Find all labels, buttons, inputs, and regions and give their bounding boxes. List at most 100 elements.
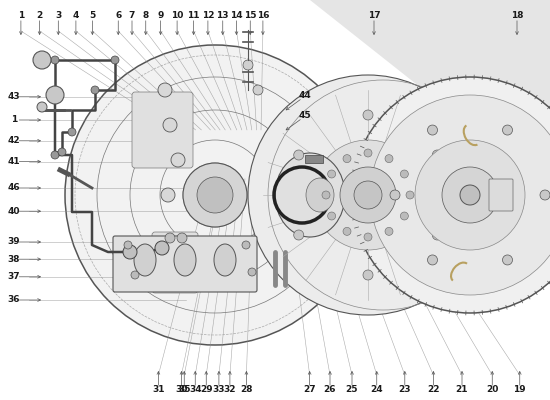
Circle shape bbox=[177, 233, 187, 243]
Text: 26: 26 bbox=[324, 386, 336, 394]
Text: 22: 22 bbox=[427, 386, 439, 394]
Circle shape bbox=[385, 227, 393, 235]
Circle shape bbox=[124, 241, 132, 249]
Text: 29: 29 bbox=[200, 386, 212, 394]
Polygon shape bbox=[310, 0, 550, 190]
Text: 12: 12 bbox=[202, 12, 214, 20]
Circle shape bbox=[123, 245, 137, 259]
Text: 32: 32 bbox=[224, 386, 236, 394]
Circle shape bbox=[294, 150, 304, 160]
Circle shape bbox=[460, 185, 480, 205]
Text: 16: 16 bbox=[257, 12, 269, 20]
Circle shape bbox=[165, 233, 175, 243]
Text: 6: 6 bbox=[115, 12, 122, 20]
Text: 40: 40 bbox=[8, 207, 20, 216]
Text: 36: 36 bbox=[8, 296, 20, 304]
Text: 20: 20 bbox=[486, 386, 498, 394]
Ellipse shape bbox=[306, 178, 334, 212]
Circle shape bbox=[328, 170, 336, 178]
Circle shape bbox=[540, 190, 550, 200]
Circle shape bbox=[427, 125, 437, 135]
Text: 34: 34 bbox=[189, 386, 201, 394]
Circle shape bbox=[33, 51, 51, 69]
Circle shape bbox=[340, 167, 396, 223]
FancyBboxPatch shape bbox=[132, 92, 193, 168]
Text: 14: 14 bbox=[230, 12, 243, 20]
Circle shape bbox=[503, 255, 513, 265]
Text: 24: 24 bbox=[371, 386, 383, 394]
Circle shape bbox=[370, 95, 550, 295]
Text: 43: 43 bbox=[8, 92, 20, 101]
Circle shape bbox=[163, 118, 177, 132]
Circle shape bbox=[343, 155, 351, 163]
Text: 28: 28 bbox=[240, 386, 252, 394]
FancyBboxPatch shape bbox=[489, 179, 513, 211]
Text: 38: 38 bbox=[8, 255, 20, 264]
Circle shape bbox=[91, 86, 99, 94]
Circle shape bbox=[68, 128, 76, 136]
FancyBboxPatch shape bbox=[113, 236, 257, 292]
Circle shape bbox=[37, 102, 47, 112]
Text: 45: 45 bbox=[299, 112, 311, 120]
Circle shape bbox=[161, 188, 175, 202]
Circle shape bbox=[253, 85, 263, 95]
Circle shape bbox=[432, 230, 442, 240]
Circle shape bbox=[364, 149, 372, 157]
Circle shape bbox=[400, 212, 408, 220]
Circle shape bbox=[442, 167, 498, 223]
Text: 9: 9 bbox=[157, 12, 164, 20]
Circle shape bbox=[313, 140, 423, 250]
Circle shape bbox=[363, 270, 373, 280]
Circle shape bbox=[427, 255, 437, 265]
Text: 21: 21 bbox=[456, 386, 468, 394]
Text: 35: 35 bbox=[178, 386, 190, 394]
Text: 11: 11 bbox=[188, 12, 200, 20]
Circle shape bbox=[406, 191, 414, 199]
Text: 46: 46 bbox=[8, 184, 20, 192]
Text: 33: 33 bbox=[213, 386, 225, 394]
Circle shape bbox=[51, 151, 59, 159]
Text: 37: 37 bbox=[8, 272, 20, 281]
Circle shape bbox=[248, 75, 488, 315]
Circle shape bbox=[51, 91, 59, 99]
Circle shape bbox=[51, 56, 59, 64]
Text: 19: 19 bbox=[514, 386, 526, 394]
Text: 17: 17 bbox=[368, 12, 380, 20]
Text: 18: 18 bbox=[511, 12, 523, 20]
Circle shape bbox=[328, 212, 336, 220]
Text: 10: 10 bbox=[171, 12, 183, 20]
Circle shape bbox=[171, 153, 185, 167]
Text: 7: 7 bbox=[129, 12, 135, 20]
Circle shape bbox=[343, 227, 351, 235]
Circle shape bbox=[243, 60, 253, 70]
Circle shape bbox=[242, 241, 250, 249]
Text: 2: 2 bbox=[36, 12, 43, 20]
Text: 39: 39 bbox=[8, 238, 20, 246]
Circle shape bbox=[364, 233, 372, 241]
Circle shape bbox=[354, 181, 382, 209]
Circle shape bbox=[322, 191, 330, 199]
Circle shape bbox=[46, 86, 64, 104]
Text: 25: 25 bbox=[346, 386, 358, 394]
Text: 3: 3 bbox=[55, 12, 62, 20]
Text: 30: 30 bbox=[175, 386, 188, 394]
Circle shape bbox=[131, 271, 139, 279]
Text: 23: 23 bbox=[399, 386, 411, 394]
Circle shape bbox=[65, 45, 365, 345]
Circle shape bbox=[197, 177, 233, 213]
Text: 1185: 1185 bbox=[280, 232, 388, 328]
Circle shape bbox=[503, 125, 513, 135]
Ellipse shape bbox=[275, 153, 345, 237]
FancyBboxPatch shape bbox=[152, 232, 198, 293]
Text: e-classicparts.com: e-classicparts.com bbox=[130, 164, 241, 255]
Circle shape bbox=[385, 155, 393, 163]
Circle shape bbox=[400, 170, 408, 178]
Circle shape bbox=[352, 77, 550, 313]
Ellipse shape bbox=[134, 244, 156, 276]
Text: 44: 44 bbox=[299, 92, 312, 100]
Text: 13: 13 bbox=[217, 12, 229, 20]
Circle shape bbox=[155, 241, 169, 255]
Circle shape bbox=[58, 148, 66, 156]
Ellipse shape bbox=[214, 244, 236, 276]
Text: 41: 41 bbox=[8, 157, 20, 166]
